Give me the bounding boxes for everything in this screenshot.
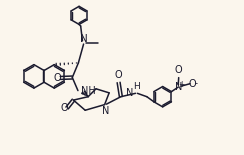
Text: N: N: [80, 34, 88, 44]
Text: O: O: [61, 103, 68, 113]
Text: O: O: [175, 65, 183, 75]
Text: O: O: [188, 79, 196, 89]
Text: NH: NH: [81, 86, 96, 96]
Text: +: +: [178, 80, 185, 89]
Text: -: -: [194, 79, 197, 88]
Text: O: O: [115, 70, 122, 80]
Text: H: H: [133, 82, 140, 91]
Text: N: N: [175, 82, 183, 92]
Text: N: N: [126, 88, 134, 98]
Text: N: N: [102, 106, 109, 116]
Text: O: O: [54, 73, 61, 83]
Polygon shape: [81, 92, 88, 97]
